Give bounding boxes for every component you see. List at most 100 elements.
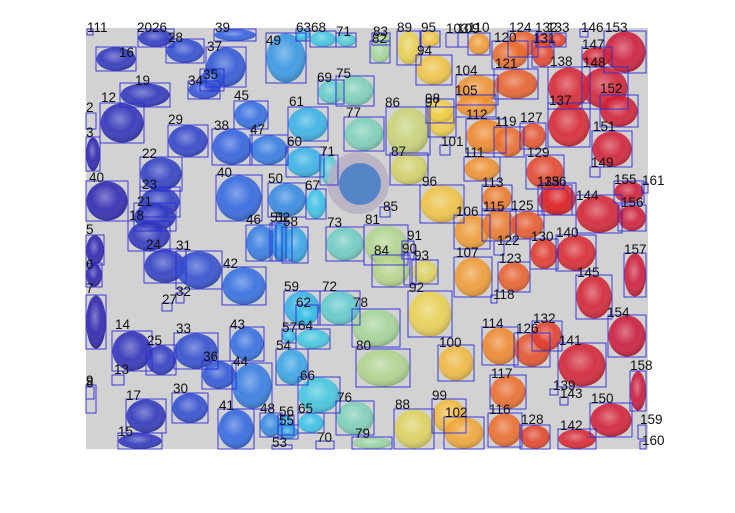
detection-box-43 xyxy=(229,326,265,362)
detection-box-123 xyxy=(497,261,531,293)
cell-shading-61 xyxy=(288,107,328,141)
cell-shading-60 xyxy=(286,147,324,177)
detection-label: 146 xyxy=(581,20,604,35)
detection-box-65 xyxy=(297,412,325,434)
detection-box-47 xyxy=(249,134,289,166)
detection-label: 97 xyxy=(425,95,440,110)
detection-box-93 xyxy=(411,259,439,285)
detection-box-161 xyxy=(641,182,649,194)
detection-label: 8 xyxy=(86,375,94,390)
detection-box-151 xyxy=(591,130,633,168)
detection-box-148 xyxy=(581,66,629,110)
cell-shading-48 xyxy=(260,413,282,437)
detection-box-67 xyxy=(305,188,327,220)
detection-label: 157 xyxy=(624,242,647,257)
cell-shading-138 xyxy=(548,67,590,109)
cell-shading-106 xyxy=(454,215,490,249)
detection-label: 110 xyxy=(468,20,490,35)
detection-box-142 xyxy=(557,428,597,450)
detection-label: 45 xyxy=(234,88,249,103)
detection-box-155 xyxy=(613,180,645,204)
cell-shading-113 xyxy=(482,185,512,211)
detection-label: 66 xyxy=(300,368,315,383)
detection-label: 43 xyxy=(230,317,245,332)
cell-shading-130 xyxy=(530,239,558,269)
detection-label: 129 xyxy=(527,145,550,160)
detection-label: 82 xyxy=(372,31,387,46)
detection-box-79 xyxy=(351,436,393,450)
cell-shading-107 xyxy=(454,257,492,297)
detection-box-96 xyxy=(419,184,465,224)
detection-label: 37 xyxy=(207,39,222,54)
detection-box-71b xyxy=(319,154,339,186)
detection-box-146 xyxy=(579,28,589,38)
cell-shading-89 xyxy=(397,31,421,65)
detection-label: 140 xyxy=(556,225,579,240)
detection-label: 68 xyxy=(311,20,326,35)
detection-label: 71 xyxy=(336,24,351,39)
detection-label: 154 xyxy=(607,305,630,320)
cell-shading-46 xyxy=(246,225,276,261)
detection-box-100 xyxy=(437,344,475,382)
cell-shading-115 xyxy=(482,209,516,241)
detection-box-83 xyxy=(371,32,391,46)
detection-label: 87 xyxy=(391,144,406,159)
detection-label: 119 xyxy=(495,114,517,129)
detection-box-152 xyxy=(599,94,639,128)
detection-box-40b xyxy=(215,174,263,222)
cells-layer xyxy=(86,29,646,449)
detection-box-81 xyxy=(363,224,409,266)
cell-shading-150 xyxy=(590,403,632,437)
detection-label: 148 xyxy=(583,55,606,70)
detection-box-14 xyxy=(111,330,153,372)
detection-box-53 xyxy=(271,444,293,450)
white-blood-cell-nucleus xyxy=(339,163,381,205)
detection-label: 58 xyxy=(283,214,298,229)
cell-shading-111b xyxy=(464,157,500,181)
detection-label: 60 xyxy=(287,134,302,149)
detection-label: 135 xyxy=(537,174,560,189)
detection-box-16 xyxy=(95,46,137,72)
cell-shading-24 xyxy=(144,249,186,283)
detection-box-110 xyxy=(467,32,491,56)
detection-box-139 xyxy=(549,388,559,396)
detection-label: 116 xyxy=(489,402,511,417)
detection-label: 31 xyxy=(176,238,191,253)
detection-label: 127 xyxy=(520,110,543,125)
detection-box-106 xyxy=(453,214,491,250)
detection-box-122 xyxy=(493,240,505,256)
detection-label: 34 xyxy=(188,73,204,88)
detection-label: 161 xyxy=(642,173,665,188)
detection-label: 70 xyxy=(317,430,332,445)
detection-label: 59 xyxy=(284,279,299,294)
detection-box-80 xyxy=(355,348,411,388)
detection-label: 41 xyxy=(219,398,234,413)
detection-label: 112 xyxy=(466,107,488,122)
cell-shading-77 xyxy=(344,117,384,151)
detection-label: 2026 xyxy=(137,20,167,35)
detection-box-52 xyxy=(271,220,287,262)
detection-box-144 xyxy=(575,194,623,234)
detection-box-105 xyxy=(455,94,497,118)
detection-label: 44 xyxy=(233,354,249,369)
detection-label: 32 xyxy=(176,284,191,299)
cell-shading-68 xyxy=(310,31,336,47)
detection-box-46 xyxy=(245,224,277,262)
detection-box-127 xyxy=(519,122,547,150)
cell-shading-41 xyxy=(218,409,254,449)
detection-label: 35 xyxy=(203,67,218,82)
detection-box-84 xyxy=(371,254,411,288)
detection-box-119 xyxy=(493,126,525,158)
cell-shading-3 xyxy=(86,137,100,171)
cell-shading-72 xyxy=(320,291,360,325)
detection-label: 104 xyxy=(455,63,478,78)
cell-shading-16 xyxy=(96,47,136,71)
detection-box-39 xyxy=(213,28,257,42)
detection-label: 132 xyxy=(533,311,556,326)
detection-label: 65 xyxy=(298,401,313,416)
cell-shading-50 xyxy=(268,183,306,217)
detection-label: 120 xyxy=(494,30,517,45)
detection-box-99 xyxy=(431,398,467,434)
detection-label: 101 xyxy=(441,134,464,149)
